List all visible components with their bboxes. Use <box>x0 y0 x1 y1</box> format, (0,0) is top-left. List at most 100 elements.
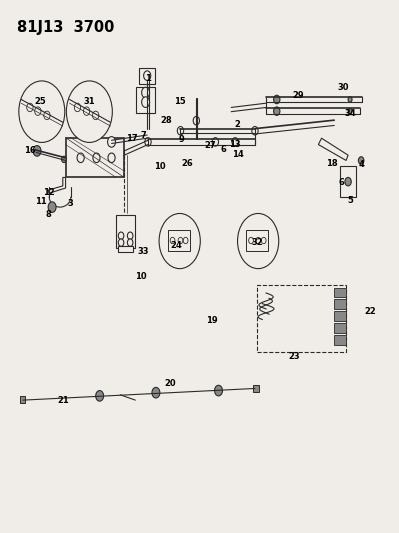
Text: 9: 9 <box>179 135 185 144</box>
Circle shape <box>215 385 223 396</box>
Circle shape <box>178 237 183 244</box>
FancyBboxPatch shape <box>116 215 135 248</box>
FancyBboxPatch shape <box>246 230 268 251</box>
Text: 27: 27 <box>205 141 216 150</box>
Text: 29: 29 <box>292 91 304 100</box>
Circle shape <box>27 103 33 112</box>
Text: 32: 32 <box>251 238 263 247</box>
Text: 30: 30 <box>337 83 349 92</box>
Text: 8: 8 <box>45 210 51 219</box>
Circle shape <box>237 214 279 269</box>
Circle shape <box>83 107 90 115</box>
FancyBboxPatch shape <box>257 285 346 352</box>
FancyBboxPatch shape <box>65 138 124 177</box>
Circle shape <box>77 153 84 163</box>
FancyBboxPatch shape <box>118 246 133 252</box>
Text: 14: 14 <box>233 150 244 159</box>
Text: 12: 12 <box>43 188 55 197</box>
Circle shape <box>108 136 115 147</box>
Circle shape <box>142 87 150 98</box>
FancyBboxPatch shape <box>253 385 259 392</box>
Text: 15: 15 <box>174 96 186 106</box>
Text: 2: 2 <box>234 120 240 129</box>
Circle shape <box>159 214 200 269</box>
Text: 24: 24 <box>171 241 182 250</box>
Text: 7: 7 <box>140 131 146 140</box>
Circle shape <box>183 237 188 244</box>
Circle shape <box>144 71 151 80</box>
Circle shape <box>48 202 56 213</box>
Circle shape <box>345 177 351 186</box>
Circle shape <box>44 111 50 119</box>
Text: 22: 22 <box>364 307 376 316</box>
Circle shape <box>66 81 113 142</box>
Circle shape <box>170 237 175 244</box>
Text: 10: 10 <box>154 163 166 171</box>
Text: 11: 11 <box>35 197 47 206</box>
Text: 17: 17 <box>126 134 138 143</box>
Polygon shape <box>318 138 348 160</box>
Circle shape <box>256 237 261 244</box>
Circle shape <box>193 116 200 125</box>
Circle shape <box>93 153 100 163</box>
Polygon shape <box>48 177 65 193</box>
Circle shape <box>118 239 124 246</box>
Circle shape <box>358 157 364 164</box>
Circle shape <box>348 97 352 102</box>
FancyBboxPatch shape <box>334 335 346 345</box>
Text: 6: 6 <box>338 178 344 187</box>
FancyBboxPatch shape <box>334 311 346 320</box>
Circle shape <box>348 109 352 114</box>
Text: 19: 19 <box>205 316 217 325</box>
Text: 25: 25 <box>34 96 46 106</box>
Text: 5: 5 <box>347 196 353 205</box>
FancyBboxPatch shape <box>136 87 155 113</box>
Text: 1: 1 <box>145 74 151 83</box>
Circle shape <box>252 126 258 135</box>
Text: 26: 26 <box>182 159 194 167</box>
FancyBboxPatch shape <box>168 230 190 251</box>
Text: 4: 4 <box>359 160 365 168</box>
Circle shape <box>33 146 41 156</box>
Circle shape <box>145 138 151 146</box>
Text: 33: 33 <box>138 247 149 256</box>
Circle shape <box>127 239 133 246</box>
Circle shape <box>177 126 184 135</box>
Text: 6: 6 <box>220 146 226 155</box>
Text: 20: 20 <box>164 378 176 387</box>
Text: 81J13  3700: 81J13 3700 <box>17 20 115 35</box>
Text: 13: 13 <box>229 140 241 149</box>
Circle shape <box>74 103 81 112</box>
Circle shape <box>249 237 253 244</box>
Text: 3: 3 <box>68 199 73 208</box>
Text: 34: 34 <box>344 109 356 118</box>
Circle shape <box>93 111 99 119</box>
Text: 23: 23 <box>289 352 300 361</box>
Circle shape <box>127 232 133 239</box>
Text: 16: 16 <box>24 147 36 156</box>
Circle shape <box>96 391 104 401</box>
FancyBboxPatch shape <box>340 166 356 197</box>
FancyBboxPatch shape <box>334 323 346 333</box>
Circle shape <box>118 232 124 239</box>
FancyBboxPatch shape <box>139 68 155 84</box>
FancyBboxPatch shape <box>334 300 346 309</box>
Text: 28: 28 <box>160 116 172 125</box>
Text: 18: 18 <box>326 159 338 167</box>
Circle shape <box>108 153 115 163</box>
Text: 21: 21 <box>57 395 69 405</box>
Circle shape <box>232 138 238 146</box>
Circle shape <box>35 107 41 115</box>
Circle shape <box>61 156 66 163</box>
Circle shape <box>19 81 65 142</box>
Text: 10: 10 <box>135 271 147 280</box>
Circle shape <box>142 97 150 108</box>
FancyBboxPatch shape <box>334 288 346 297</box>
Text: 31: 31 <box>83 96 95 106</box>
Circle shape <box>212 138 219 146</box>
Circle shape <box>274 107 280 115</box>
Circle shape <box>152 387 160 398</box>
FancyBboxPatch shape <box>20 396 25 403</box>
Circle shape <box>261 237 266 244</box>
Circle shape <box>274 95 280 104</box>
